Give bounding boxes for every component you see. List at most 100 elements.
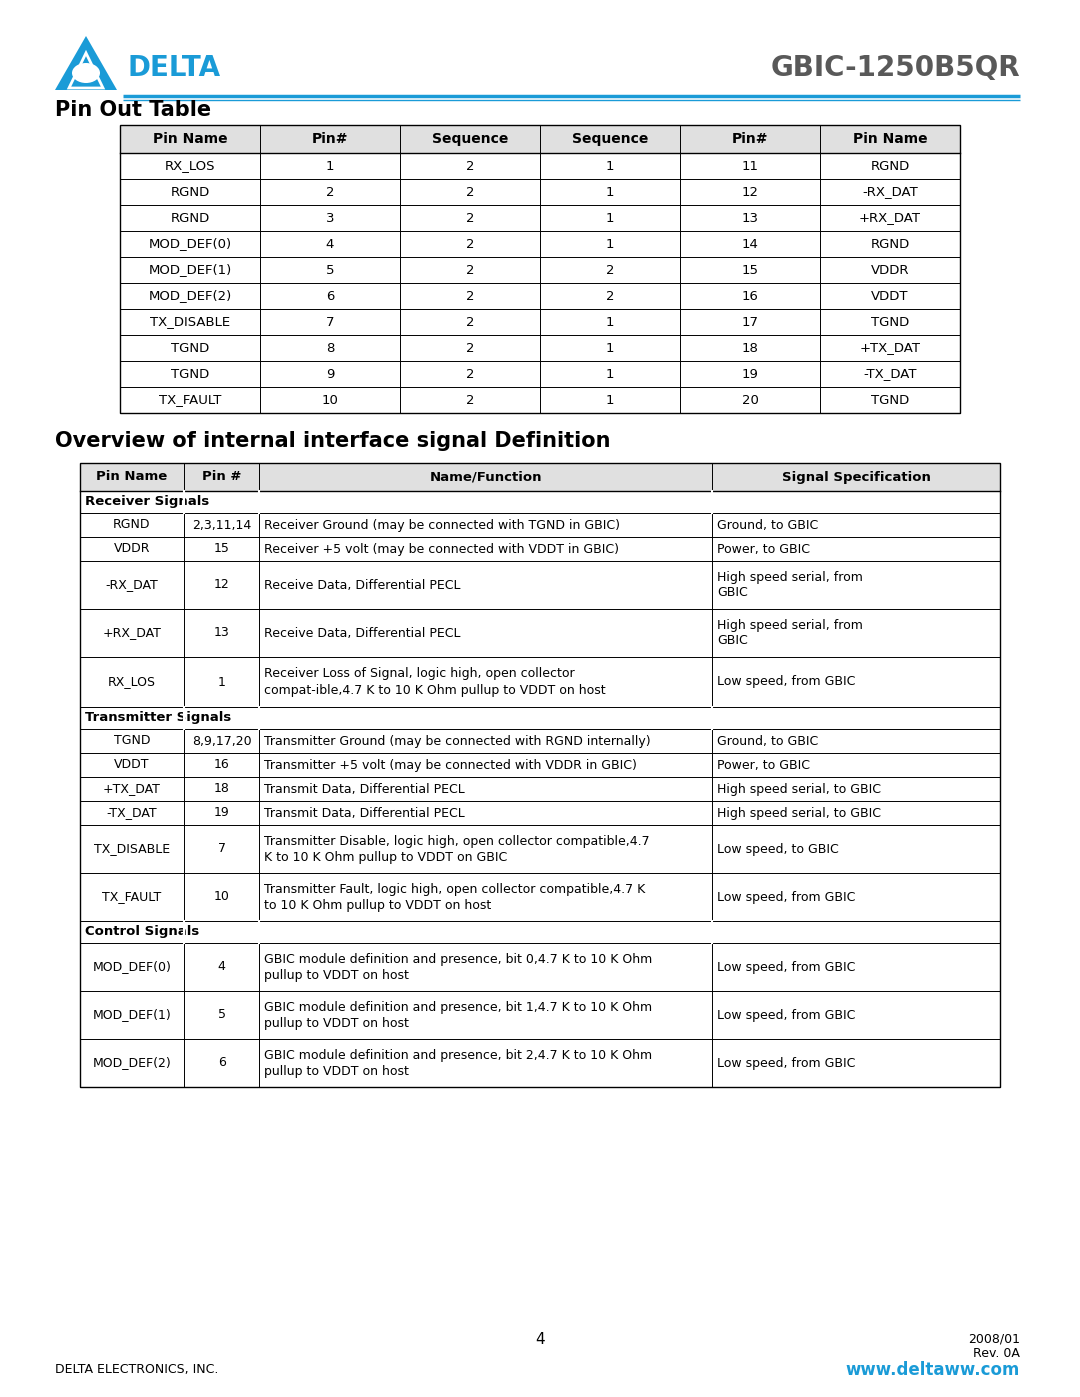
Text: pullup to VDDT on host: pullup to VDDT on host — [265, 1017, 409, 1030]
Text: MOD_DEF(0): MOD_DEF(0) — [148, 237, 231, 250]
Text: 1: 1 — [326, 159, 334, 172]
Text: Pin #: Pin # — [202, 471, 241, 483]
Bar — [80, 921, 1000, 943]
Text: 13: 13 — [742, 211, 758, 225]
Text: 1: 1 — [606, 237, 615, 250]
Text: High speed serial, to GBIC: High speed serial, to GBIC — [717, 806, 881, 820]
Text: Overview of internal interface signal Definition: Overview of internal interface signal De… — [55, 432, 610, 451]
Text: TX_DISABLE: TX_DISABLE — [150, 316, 230, 328]
Text: DELTA: DELTA — [127, 54, 220, 82]
Text: GBIC: GBIC — [717, 634, 747, 647]
Text: Signal Specification: Signal Specification — [782, 471, 931, 483]
Text: 13: 13 — [214, 626, 230, 640]
Text: 2: 2 — [465, 367, 474, 380]
Text: -TX_DAT: -TX_DAT — [107, 806, 158, 820]
Text: 5: 5 — [326, 264, 334, 277]
Text: 2: 2 — [465, 394, 474, 407]
Text: GBIC module definition and presence, bit 2,4.7 K to 10 K Ohm: GBIC module definition and presence, bit… — [265, 1049, 652, 1062]
Text: pullup to VDDT on host: pullup to VDDT on host — [265, 1065, 409, 1077]
Text: 8: 8 — [326, 341, 334, 355]
Text: 2: 2 — [326, 186, 334, 198]
Text: MOD_DEF(2): MOD_DEF(2) — [93, 1056, 172, 1070]
Text: Power, to GBIC: Power, to GBIC — [717, 759, 810, 771]
Text: RGND: RGND — [171, 186, 210, 198]
Text: 15: 15 — [214, 542, 230, 556]
Text: 4: 4 — [326, 237, 334, 250]
Text: compat-ible,4.7 K to 10 K Ohm pullup to VDDT on host: compat-ible,4.7 K to 10 K Ohm pullup to … — [265, 685, 606, 697]
Text: Low speed, from GBIC: Low speed, from GBIC — [717, 1056, 855, 1070]
Text: Name/Function: Name/Function — [430, 471, 542, 483]
Text: RGND: RGND — [113, 518, 151, 531]
Text: Transmit Data, Differential PECL: Transmit Data, Differential PECL — [265, 782, 465, 795]
Text: Pin#: Pin# — [732, 131, 768, 147]
Text: 9: 9 — [326, 367, 334, 380]
Text: 8,9,17,20: 8,9,17,20 — [192, 735, 252, 747]
Text: TX_DISABLE: TX_DISABLE — [94, 842, 170, 855]
Text: TGND: TGND — [113, 735, 150, 747]
Text: Receiver Loss of Signal, logic high, open collector: Receiver Loss of Signal, logic high, ope… — [265, 668, 575, 680]
Text: Transmitter Fault, logic high, open collector compatible,4.7 K: Transmitter Fault, logic high, open coll… — [265, 883, 646, 895]
Text: K to 10 K Ohm pullup to VDDT on GBIC: K to 10 K Ohm pullup to VDDT on GBIC — [265, 851, 508, 863]
Text: Receiver Ground (may be connected with TGND in GBIC): Receiver Ground (may be connected with T… — [265, 518, 620, 531]
Text: Pin Name: Pin Name — [853, 131, 928, 147]
Bar — [540, 124, 680, 154]
Text: 1: 1 — [218, 676, 226, 689]
Text: -RX_DAT: -RX_DAT — [862, 186, 918, 198]
Text: www.deltaww.com: www.deltaww.com — [846, 1361, 1020, 1379]
Text: 12: 12 — [742, 186, 758, 198]
Text: TX_FAULT: TX_FAULT — [103, 890, 162, 904]
Text: Transmitter Ground (may be connected with RGND internally): Transmitter Ground (may be connected wit… — [265, 735, 651, 747]
Text: 14: 14 — [742, 237, 758, 250]
Polygon shape — [55, 36, 117, 89]
Text: VDDR: VDDR — [870, 264, 909, 277]
Text: TGND: TGND — [870, 316, 909, 328]
Text: MOD_DEF(1): MOD_DEF(1) — [93, 1009, 172, 1021]
Text: Receive Data, Differential PECL: Receive Data, Differential PECL — [265, 578, 461, 591]
Text: Pin#: Pin# — [312, 131, 348, 147]
Text: Pin Out Table: Pin Out Table — [55, 101, 211, 120]
Text: GBIC: GBIC — [717, 587, 747, 599]
Bar — [259, 462, 712, 490]
Text: High speed serial, from: High speed serial, from — [717, 570, 863, 584]
Text: +TX_DAT: +TX_DAT — [860, 341, 920, 355]
Bar — [80, 490, 1000, 513]
Text: Low speed, from GBIC: Low speed, from GBIC — [717, 1009, 855, 1021]
Text: -RX_DAT: -RX_DAT — [106, 578, 159, 591]
Bar — [680, 124, 820, 154]
Text: 1: 1 — [606, 186, 615, 198]
Text: Ground, to GBIC: Ground, to GBIC — [717, 518, 819, 531]
Text: MOD_DEF(1): MOD_DEF(1) — [148, 264, 231, 277]
Text: to 10 K Ohm pullup to VDDT on host: to 10 K Ohm pullup to VDDT on host — [265, 898, 491, 911]
Text: 15: 15 — [742, 264, 758, 277]
Ellipse shape — [72, 63, 100, 82]
Text: 2: 2 — [465, 237, 474, 250]
Text: Receiver +5 volt (may be connected with VDDT in GBIC): Receiver +5 volt (may be connected with … — [265, 542, 620, 556]
Text: VDDR: VDDR — [113, 542, 150, 556]
Text: Transmitter Signals: Transmitter Signals — [85, 711, 231, 725]
Text: 11: 11 — [742, 159, 758, 172]
Bar — [184, 462, 259, 490]
Text: TGND: TGND — [171, 367, 210, 380]
Text: TGND: TGND — [870, 394, 909, 407]
Text: 2: 2 — [465, 264, 474, 277]
Text: Ground, to GBIC: Ground, to GBIC — [717, 735, 819, 747]
Text: 20: 20 — [742, 394, 758, 407]
Text: 1: 1 — [606, 211, 615, 225]
Bar — [80, 462, 184, 490]
Text: 2: 2 — [606, 264, 615, 277]
Text: 2: 2 — [606, 289, 615, 303]
Text: -TX_DAT: -TX_DAT — [863, 367, 917, 380]
Text: VDDT: VDDT — [872, 289, 908, 303]
Text: RGND: RGND — [171, 211, 210, 225]
Text: Low speed, from GBIC: Low speed, from GBIC — [717, 890, 855, 904]
Text: Sequence: Sequence — [432, 131, 509, 147]
Text: Pin Name: Pin Name — [96, 471, 167, 483]
Text: 7: 7 — [326, 316, 334, 328]
Text: Low speed, from GBIC: Low speed, from GBIC — [717, 961, 855, 974]
Text: 1: 1 — [606, 316, 615, 328]
Text: Receiver Signals: Receiver Signals — [85, 496, 210, 509]
Text: 18: 18 — [214, 782, 230, 795]
Text: Low speed, from GBIC: Low speed, from GBIC — [717, 676, 855, 689]
Text: Transmitter +5 volt (may be connected with VDDR in GBIC): Transmitter +5 volt (may be connected wi… — [265, 759, 637, 771]
Text: +TX_DAT: +TX_DAT — [103, 782, 161, 795]
